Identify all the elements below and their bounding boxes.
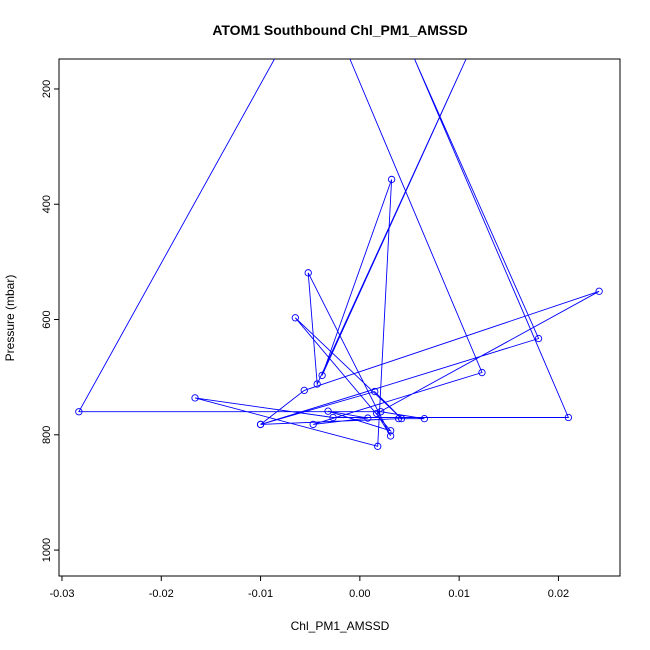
chart-title: ATOM1 Southbound Chl_PM1_AMSSD: [212, 22, 467, 38]
data-point: [191, 394, 199, 402]
x-tick-label: -0.03: [49, 588, 74, 600]
x-axis-label: Chl_PM1_AMSSD: [291, 619, 390, 633]
data-point: [329, 413, 337, 422]
data-point: [304, 269, 312, 277]
data-point: [386, 432, 395, 440]
x-tick-label: -0.01: [248, 588, 273, 600]
x-tick-label: 0.02: [548, 588, 569, 600]
data-point: [256, 420, 265, 429]
plot-frame: [58, 58, 621, 577]
y-axis: 200 400 600 800 1000: [41, 80, 60, 562]
y-tick-label: 400: [41, 195, 53, 213]
y-tick-label: 200: [41, 80, 53, 98]
data-point: [377, 408, 385, 416]
data-point: [364, 414, 372, 422]
data-point: [386, 427, 395, 435]
y-axis-label: Pressure (mbar): [3, 275, 17, 362]
x-tick-label: 0.01: [448, 588, 469, 600]
x-tick-label: -0.02: [149, 588, 174, 600]
series-line: [78, 59, 600, 447]
y-tick-label: 600: [41, 310, 53, 328]
data-point: [394, 415, 403, 423]
data-point: [324, 407, 332, 415]
data-point: [313, 380, 321, 388]
data-point: [564, 413, 573, 422]
data-point: [397, 415, 406, 423]
data-point: [387, 175, 396, 184]
data-point: [374, 442, 382, 450]
x-axis: -0.03 -0.02 -0.01 0.00 0.01 0.02: [49, 575, 569, 600]
data-point: [478, 368, 486, 377]
data-point: [309, 420, 317, 429]
plot-area: [75, 59, 603, 450]
data-point: [595, 287, 603, 295]
y-tick-label: 800: [41, 426, 53, 444]
data-point: [75, 408, 83, 416]
y-tick-label: 1000: [41, 538, 53, 562]
data-point: [318, 371, 326, 380]
data-point: [300, 386, 308, 395]
x-tick-label: 0.00: [349, 588, 370, 600]
series-group: [75, 59, 603, 450]
data-point: [373, 409, 381, 418]
data-point: [291, 314, 299, 322]
data-point: [371, 387, 379, 396]
data-point: [534, 334, 543, 343]
data-point: [420, 415, 429, 423]
